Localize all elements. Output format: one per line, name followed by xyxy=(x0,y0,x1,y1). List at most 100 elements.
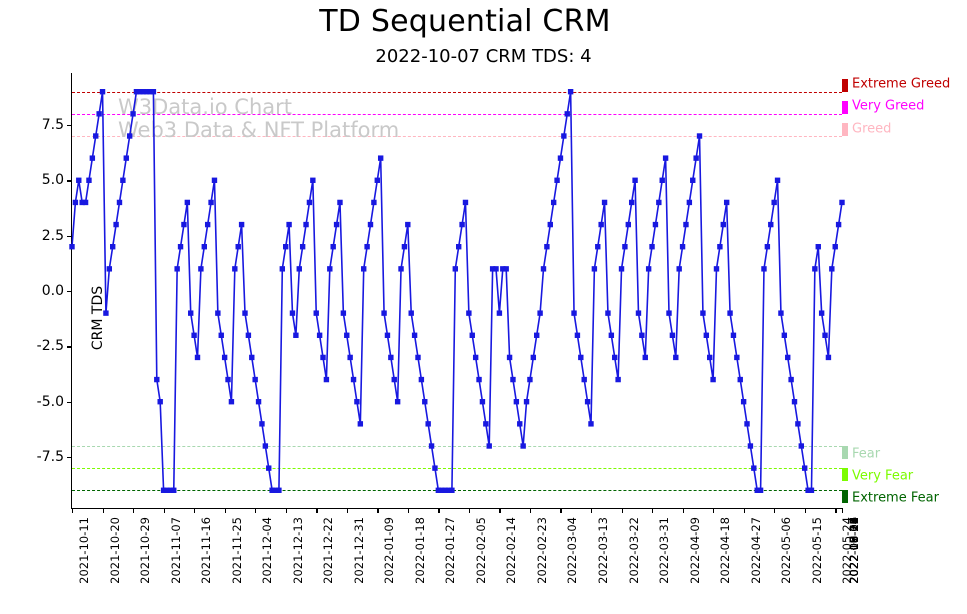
data-point-marker xyxy=(476,376,482,383)
x-tick-label: 2021-11-25 xyxy=(229,517,244,584)
x-tick-mark xyxy=(842,508,844,513)
data-point-marker xyxy=(394,399,401,405)
data-point-marker xyxy=(727,310,733,316)
x-tick-mark xyxy=(713,508,715,513)
x-tick-label: 2022-02-14 xyxy=(504,517,519,584)
data-point-marker xyxy=(377,155,384,161)
x-tick-label: 2022-01-18 xyxy=(412,517,427,584)
data-point-marker xyxy=(215,310,221,316)
x-tick-label: 2021-10-20 xyxy=(107,517,122,584)
data-point-marker xyxy=(550,199,557,206)
data-point-marker xyxy=(530,354,537,361)
data-point-marker xyxy=(459,221,465,228)
data-point-marker xyxy=(235,244,241,250)
threshold-swatch-very-fear xyxy=(842,468,848,482)
threshold-swatch-greed xyxy=(842,123,848,136)
data-point-marker xyxy=(439,487,445,493)
data-point-marker xyxy=(798,443,804,449)
data-point-marker xyxy=(238,221,245,228)
data-point-marker xyxy=(591,266,598,272)
data-point-marker xyxy=(659,177,665,183)
x-tick-label: 2022-02-05 xyxy=(473,517,488,584)
x-tick-label: 2022-03-13 xyxy=(595,517,610,584)
data-point-marker xyxy=(662,155,669,161)
x-tick-label: 2021-12-04 xyxy=(260,517,275,584)
data-point-marker xyxy=(449,487,455,493)
data-point-marker xyxy=(147,89,153,95)
y-tick-label: 2.5 xyxy=(41,227,64,244)
threshold-label-extreme-greed: Extreme Greed xyxy=(852,76,951,92)
data-point-marker xyxy=(435,487,442,493)
data-point-marker xyxy=(154,376,160,383)
data-point-marker xyxy=(99,89,106,95)
x-tick-mark xyxy=(468,508,471,513)
data-point-marker xyxy=(734,354,740,361)
data-point-marker xyxy=(347,354,353,361)
data-point-marker xyxy=(469,332,475,338)
data-point-marker xyxy=(649,244,655,250)
data-point-marker xyxy=(204,221,211,228)
data-point-marker xyxy=(595,244,601,250)
data-point-marker xyxy=(225,376,231,383)
data-point-marker xyxy=(252,376,258,383)
data-point-marker xyxy=(805,487,811,493)
threshold-label-very-fear: Very Fear xyxy=(852,468,914,484)
x-tick-mark xyxy=(835,508,837,513)
data-point-marker xyxy=(669,332,676,338)
threshold-line-very-fear xyxy=(72,468,842,470)
data-point-marker xyxy=(466,310,472,316)
data-point-marker xyxy=(781,332,788,338)
data-point-marker xyxy=(601,199,608,206)
x-tick-mark xyxy=(774,508,776,513)
data-point-marker xyxy=(747,443,754,449)
chart-subtitle: 2022-10-07 CRM TDS: 4 xyxy=(375,46,592,67)
data-point-marker xyxy=(618,266,625,272)
data-point-marker xyxy=(832,244,838,250)
threshold-label-fear: Fear xyxy=(852,446,881,461)
data-point-marker xyxy=(126,133,133,139)
data-point-marker xyxy=(82,199,89,206)
data-point-marker xyxy=(456,244,462,250)
data-point-marker xyxy=(510,376,516,383)
x-tick-label: 2021-12-13 xyxy=(290,517,305,584)
x-tick-mark xyxy=(804,508,806,513)
data-point-marker xyxy=(113,221,119,228)
data-point-marker xyxy=(632,177,638,183)
data-point-marker xyxy=(110,244,116,250)
data-point-marker xyxy=(218,332,224,338)
data-point-marker xyxy=(150,89,157,95)
data-point-marker xyxy=(608,332,615,338)
data-point-marker xyxy=(79,199,85,206)
data-point-marker xyxy=(808,487,815,493)
plot-area: CRM TDS 7.5 5.0 2.5 0.0 -2.5 -5.0 -7.5 Extreme… xyxy=(37,74,951,584)
data-point-marker xyxy=(584,399,591,405)
data-point-marker xyxy=(696,133,703,139)
x-tick-mark xyxy=(377,508,379,513)
x-tick-label: 2021-11-07 xyxy=(168,517,183,584)
data-point-marker xyxy=(483,421,489,427)
data-point-marker xyxy=(520,443,526,449)
threshold-label-greed: Greed xyxy=(852,121,892,136)
data-point-marker xyxy=(578,354,584,361)
data-point-marker xyxy=(93,133,99,139)
y-tick-mark xyxy=(67,457,72,459)
data-point-marker xyxy=(825,354,832,361)
data-point-marker xyxy=(425,421,431,427)
data-point-marker xyxy=(754,487,760,493)
data-point-marker xyxy=(76,177,82,183)
x-tick-label: 2022-10-06 xyxy=(847,517,861,584)
data-point-marker xyxy=(506,354,513,361)
x-tick-label: 2022-04-27 xyxy=(748,517,763,584)
x-tick-mark xyxy=(102,508,104,513)
data-point-marker xyxy=(181,221,187,228)
data-point-marker xyxy=(296,266,302,272)
data-point-marker xyxy=(340,310,347,316)
threshold-label-extreme-fear: Extreme Fear xyxy=(852,490,939,506)
data-point-marker xyxy=(276,487,282,493)
data-point-marker xyxy=(320,354,326,361)
data-point-marker xyxy=(303,221,309,228)
data-point-marker xyxy=(564,111,570,117)
x-tick-label: 2021-12-22 xyxy=(321,517,336,584)
data-point-marker xyxy=(103,310,109,316)
